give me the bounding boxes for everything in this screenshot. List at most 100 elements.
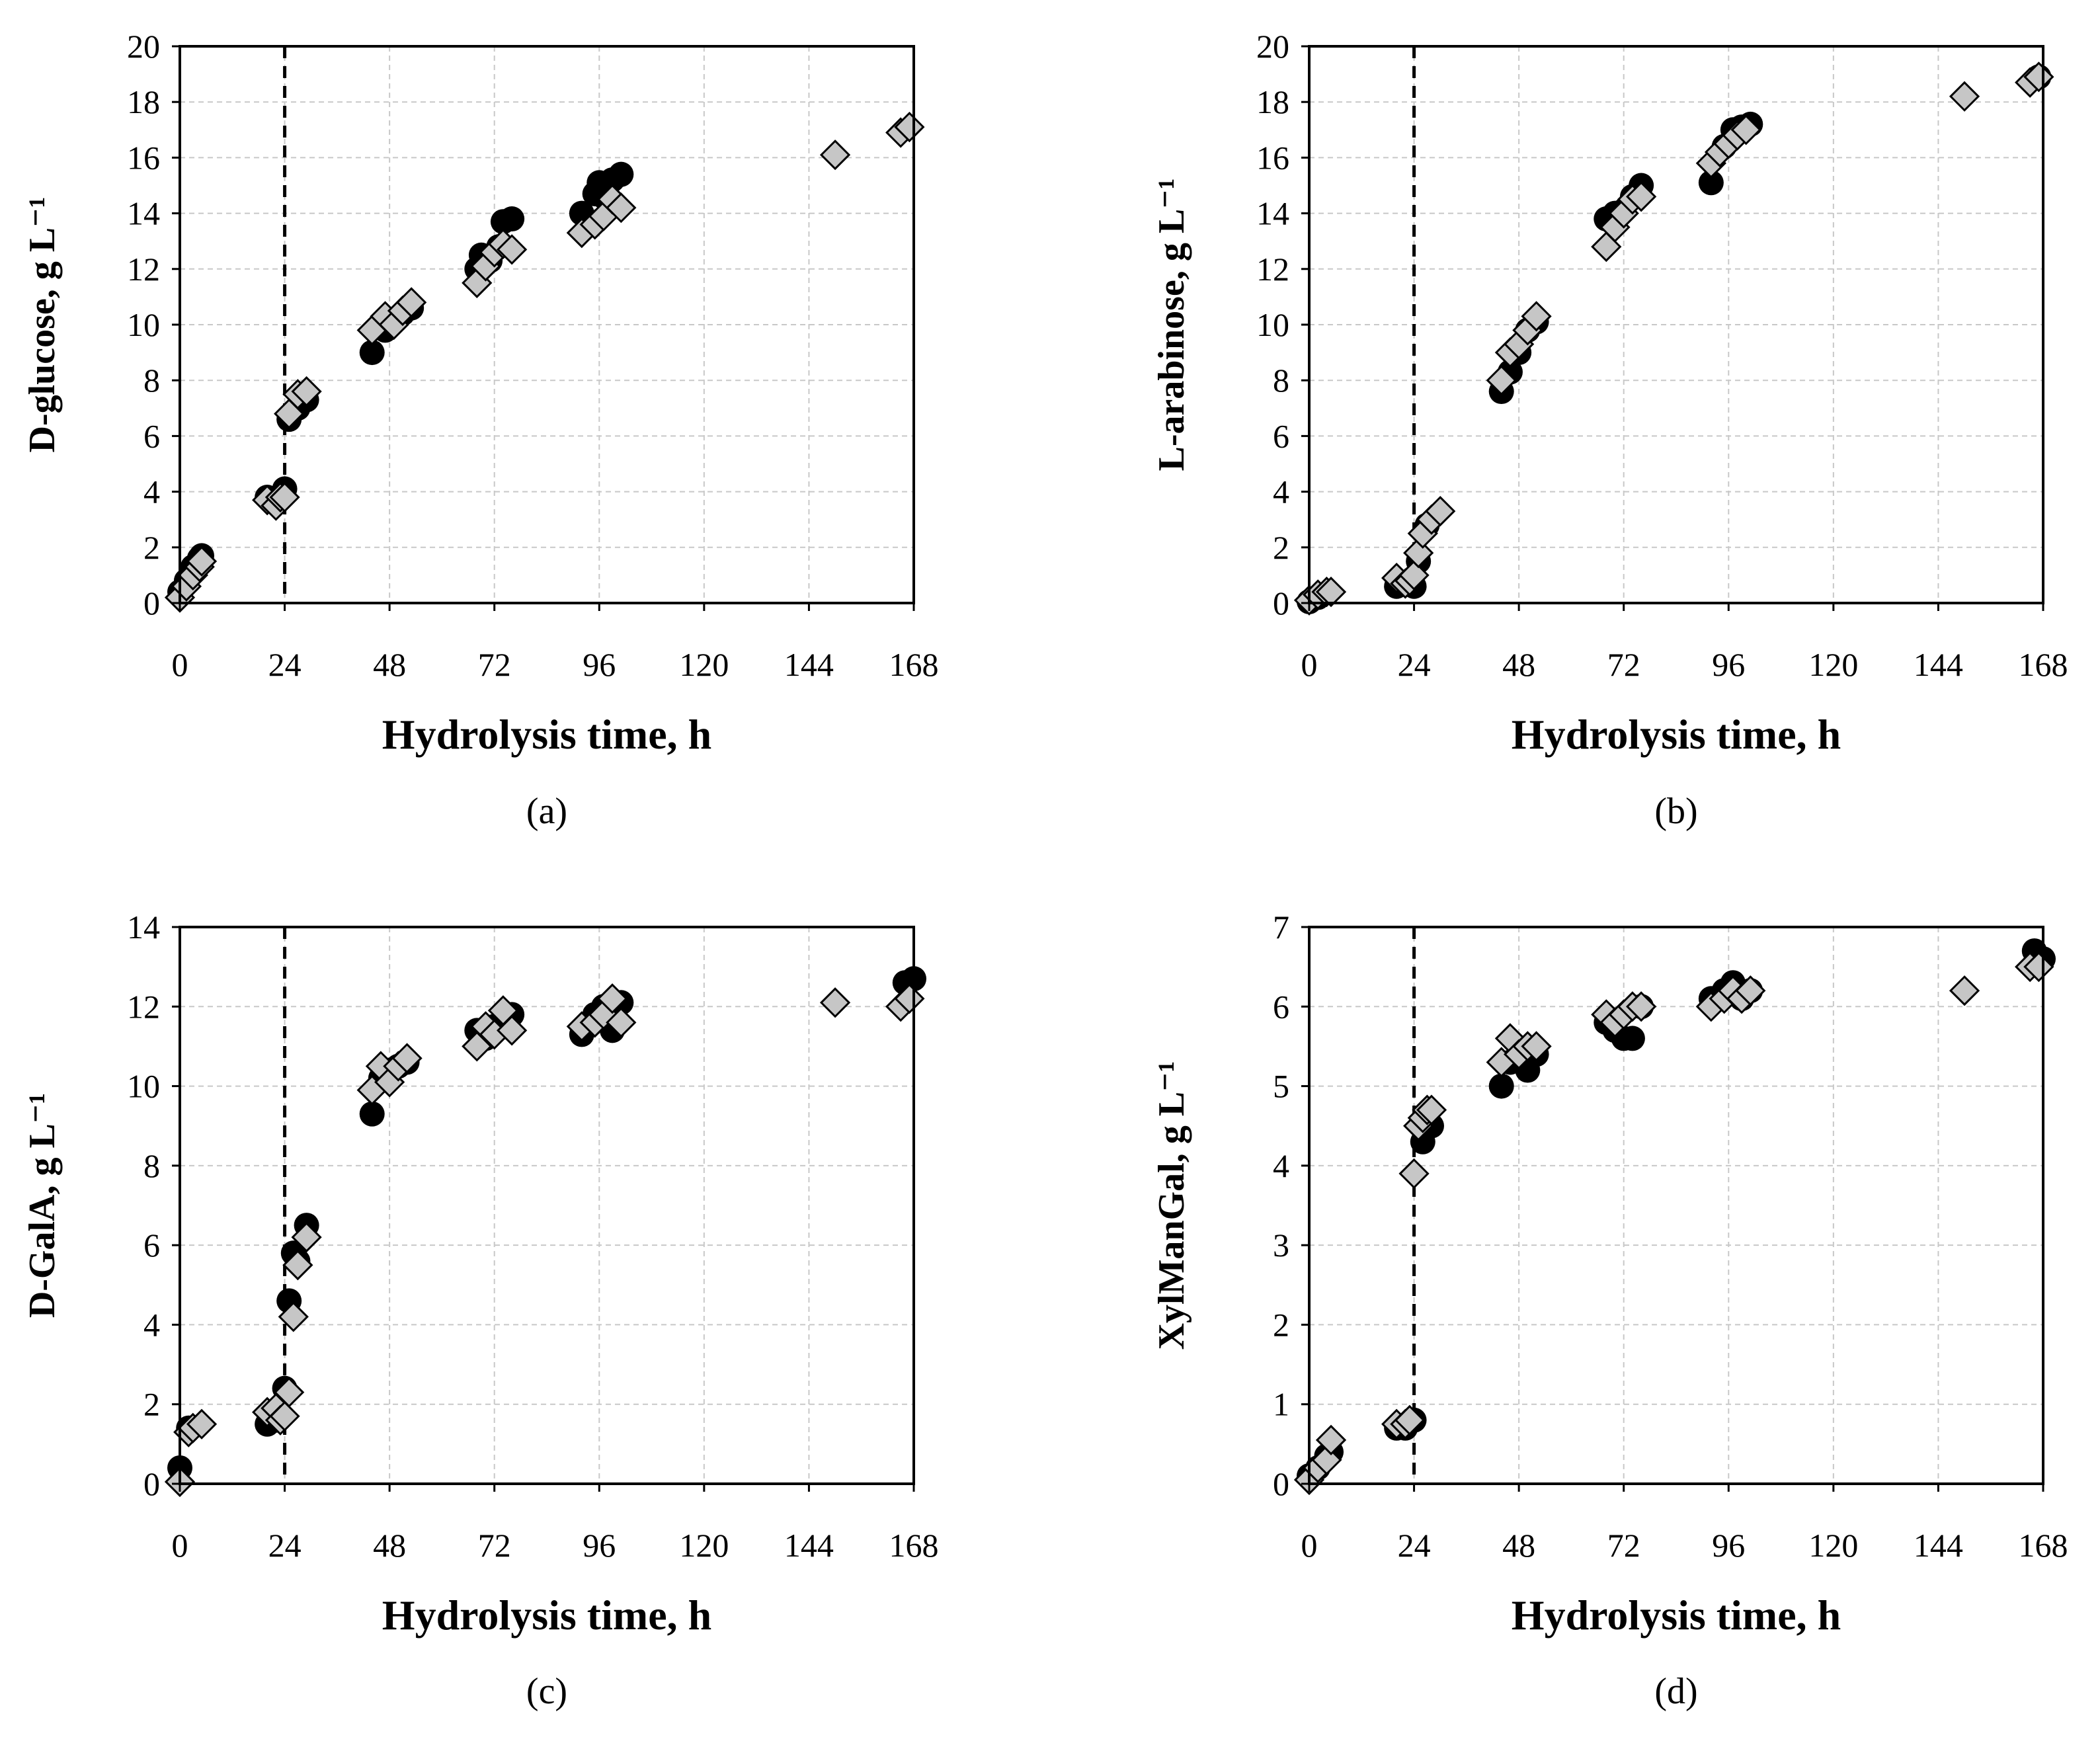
data-point-circle <box>1619 1026 1645 1051</box>
y-tick-label: 2 <box>1273 529 1289 566</box>
data-point-circle <box>1488 1073 1514 1099</box>
data-point-diamond <box>497 234 528 265</box>
x-tick-label: 96 <box>583 1527 616 1564</box>
data-point-diamond <box>2023 61 2054 93</box>
plot-frame <box>1308 926 2044 1485</box>
chart-panel-d: 0 24 48 72 96 120 144 168 0 1 2 3 4 5 6 7 Hydrolysis tim… <box>1151 909 2068 1712</box>
panel-label: (d) <box>1654 1671 1697 1712</box>
x-axis-title: Hydrolysis time, h <box>382 711 711 758</box>
data-point-diamond <box>606 1007 637 1038</box>
data-point-diamond <box>1398 1158 1430 1190</box>
data-point-diamond <box>1949 975 1980 1006</box>
data-point-diamond <box>1315 577 1347 608</box>
x-tick-label: 24 <box>268 1527 302 1564</box>
y-tick-label: 20 <box>1256 28 1289 65</box>
y-tick-label: 6 <box>1273 417 1289 454</box>
x-tick-label: 120 <box>679 646 729 683</box>
y-tick-label: 6 <box>1273 988 1289 1025</box>
data-point-diamond <box>1949 81 1980 112</box>
y-axis-title: XylManGal, g L⁻¹ <box>1151 1061 1192 1350</box>
data-point-diamond <box>278 1301 309 1332</box>
x-tick-label: 144 <box>784 1527 834 1564</box>
y-tick-label: 14 <box>1256 195 1289 232</box>
y-tick-label: 18 <box>1256 83 1289 120</box>
y-axis-title: D-GalA, g L⁻¹ <box>22 1093 63 1318</box>
x-tick-label: 72 <box>1607 646 1640 683</box>
x-axis-title: Hydrolysis time, h <box>1512 711 1841 758</box>
data-point-diamond <box>291 1221 322 1253</box>
x-tick-label: 48 <box>1502 646 1535 683</box>
series-diamonds <box>1293 61 2054 616</box>
panel-label: (b) <box>1654 791 1697 832</box>
y-tick-label: 4 <box>143 473 160 510</box>
y-tick-label: 18 <box>127 83 160 120</box>
x-tick-label: 48 <box>373 1527 406 1564</box>
data-point-diamond <box>269 1400 300 1432</box>
y-tick-label: 0 <box>1273 1465 1289 1502</box>
data-point-diamond <box>1398 559 1430 591</box>
x-tick-label: 0 <box>172 1527 188 1564</box>
data-point-diamond <box>1626 181 1657 212</box>
y-tick-label: 1 <box>1273 1386 1289 1423</box>
y-tick-label: 12 <box>127 988 160 1025</box>
data-point-diamond <box>819 987 851 1018</box>
y-tick-label: 14 <box>127 195 160 232</box>
x-axis-title: Hydrolysis time, h <box>382 1592 711 1639</box>
x-tick-label: 144 <box>1914 1527 1963 1564</box>
x-tick-label: 48 <box>1502 1527 1535 1564</box>
data-point-diamond <box>1730 114 1761 145</box>
data-point-diamond <box>1315 1424 1347 1455</box>
data-point-diamond <box>1311 1444 1342 1476</box>
x-tick-label: 48 <box>373 646 406 683</box>
x-tick-label: 168 <box>2019 1527 2068 1564</box>
y-tick-label: 8 <box>1273 362 1289 399</box>
data-point-diamond <box>1486 365 1517 396</box>
y-axis-title: D-glucose, g L⁻¹ <box>22 197 63 453</box>
y-tick-label: 8 <box>143 1147 160 1184</box>
data-point-diamond <box>186 1408 218 1439</box>
series-diamonds <box>1293 951 2054 1496</box>
y-tick-label: 12 <box>127 251 160 288</box>
y-tick-label: 5 <box>1273 1068 1289 1105</box>
data-point-diamond <box>1521 1031 1552 1062</box>
y-tick-label: 2 <box>143 1386 160 1423</box>
chart-panel-a: 0 24 48 72 96 120 144 16802468101214161820Hydro… <box>22 28 939 832</box>
x-tick-label: 96 <box>1712 1527 1745 1564</box>
y-tick-label: 2 <box>1273 1306 1289 1343</box>
data-point-diamond <box>819 140 851 171</box>
x-tick-label: 0 <box>172 646 188 683</box>
y-tick-label: 0 <box>1273 585 1289 622</box>
y-tick-label: 10 <box>127 1068 160 1105</box>
data-point-diamond <box>1521 301 1552 332</box>
x-tick-label: 168 <box>2019 646 2068 683</box>
x-tick-label: 72 <box>478 646 511 683</box>
x-tick-label: 0 <box>1301 1527 1318 1564</box>
x-tick-label: 96 <box>1712 646 1745 683</box>
data-point-diamond <box>596 983 628 1014</box>
data-point-diamond <box>282 1250 313 1281</box>
data-point-diamond <box>1626 991 1657 1022</box>
data-point-circle <box>1698 170 1724 196</box>
x-tick-label: 0 <box>1301 646 1318 683</box>
y-tick-label: 10 <box>127 306 160 343</box>
data-point-diamond <box>391 1043 423 1074</box>
y-tick-label: 14 <box>127 909 160 946</box>
y-tick-label: 16 <box>127 139 160 176</box>
x-tick-label: 144 <box>1914 646 1963 683</box>
data-point-diamond <box>1394 1404 1426 1436</box>
x-tick-label: 24 <box>1398 1527 1431 1564</box>
x-tick-label: 120 <box>1808 1527 1858 1564</box>
series-diamonds <box>164 983 925 1498</box>
data-point-circle <box>499 206 525 232</box>
y-tick-label: 12 <box>1256 251 1289 288</box>
x-tick-label: 72 <box>1607 1527 1640 1564</box>
x-tick-label: 168 <box>889 1527 939 1564</box>
x-tick-label: 24 <box>268 646 302 683</box>
y-tick-label: 6 <box>143 417 160 454</box>
chart-panel-b: 0 24 48 72 96 120 144 16802468101214161820Hydro… <box>1151 28 2068 832</box>
y-tick-label: 4 <box>1273 473 1289 510</box>
x-tick-label: 120 <box>679 1527 729 1564</box>
y-tick-label: 16 <box>1256 139 1289 176</box>
data-point-diamond <box>894 111 925 143</box>
